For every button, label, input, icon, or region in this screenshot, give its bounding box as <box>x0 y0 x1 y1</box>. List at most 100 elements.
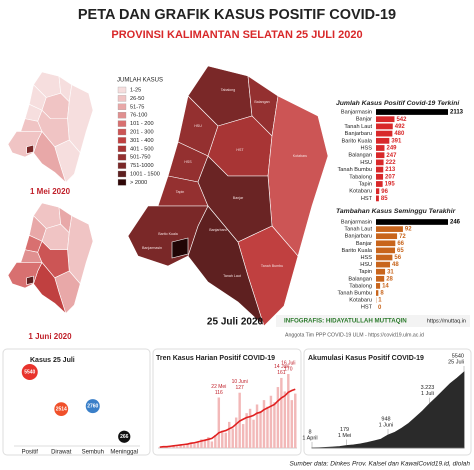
bar <box>283 391 287 448</box>
map-label: Barito Kuala <box>158 232 178 236</box>
bar <box>245 413 248 448</box>
value-label: 56 <box>394 255 401 261</box>
map-label: Tanah Bumbu <box>261 264 283 268</box>
bar-label: Kotabaru <box>349 189 372 195</box>
value-label: 249 <box>386 146 397 152</box>
value-label: 48 <box>392 262 399 268</box>
annotation-date: 25 Juli <box>448 359 464 365</box>
value-label: 1 <box>378 298 382 304</box>
bar-label: Banjar <box>356 241 372 247</box>
annotation-date: 10 Juni <box>232 379 248 385</box>
value-label: 2113 <box>450 110 464 116</box>
annotation-date: 22 Mei <box>211 384 226 390</box>
legend-swatch <box>117 112 127 119</box>
value-label: 0 <box>378 305 382 311</box>
bar <box>269 395 273 448</box>
credit-box <box>276 315 470 327</box>
bar <box>376 226 403 232</box>
bar <box>376 181 383 187</box>
bar <box>210 441 214 448</box>
bar <box>376 240 396 247</box>
bar-label: HST <box>361 196 373 202</box>
bar <box>280 377 283 448</box>
map-label: Tanah Laut <box>223 274 241 278</box>
bar <box>189 442 193 448</box>
legend-swatch <box>117 128 127 136</box>
credit: INFOGRAFIS: HIDAYATULLAH MUTTAQIN <box>284 318 407 325</box>
bar <box>196 441 200 448</box>
map-label: Balangan <box>254 100 269 104</box>
bar-label: Balangan <box>348 276 372 282</box>
annotation-date: 1 Juni <box>379 422 394 428</box>
bar <box>241 424 245 448</box>
bar <box>376 116 395 123</box>
legend-label: 101 - 200 <box>130 121 154 127</box>
bar-label: Tabalong <box>349 283 372 289</box>
chart-title: Tambahan Kasus Seminggu Terakhir <box>336 208 456 215</box>
map-label: HSU <box>194 124 202 128</box>
annotation-value: 5540 <box>452 353 464 359</box>
annotation-date: 1 April <box>302 435 317 441</box>
legend-swatch <box>117 162 127 169</box>
bar-label: Tanah Laut <box>344 227 372 233</box>
bar <box>376 290 379 296</box>
annotation-value: 8 <box>308 429 311 435</box>
bar-label: Tanah Bumbu <box>337 167 372 173</box>
bar <box>224 432 227 448</box>
legend-label: 401 - 500 <box>130 146 154 152</box>
map-label: Banjar <box>233 196 244 200</box>
value-label: 195 <box>385 182 396 188</box>
legend-label: > 2000 <box>130 180 147 186</box>
annotation-date: 16 Juli <box>281 360 295 366</box>
value-label: 213 <box>385 167 396 173</box>
annotation-value: 3.223 <box>421 385 435 391</box>
bar <box>376 130 393 137</box>
bar <box>214 434 217 448</box>
legend-swatch <box>117 86 127 94</box>
bar <box>255 404 259 448</box>
panel <box>152 348 302 456</box>
value-label: 246 <box>450 220 461 226</box>
bar <box>376 152 385 159</box>
bar-label: HST <box>361 305 373 311</box>
district <box>26 144 34 154</box>
bar <box>207 437 210 448</box>
map <box>7 202 94 315</box>
bar-label: HSS <box>360 255 372 261</box>
x-label: Sembuh <box>82 450 104 456</box>
bar-label: Tanah Bumbu <box>337 290 372 296</box>
legend-swatch <box>117 95 127 102</box>
bar-label: Tabalong <box>349 174 372 180</box>
legend-label: 51-75 <box>130 104 144 110</box>
bar <box>276 387 280 448</box>
panel <box>303 348 472 456</box>
map-label: Tabalong <box>221 88 236 92</box>
map-label: Banjarmasin <box>142 246 162 250</box>
legend-swatch <box>117 120 127 127</box>
value-label: 391 <box>391 138 402 144</box>
map-label: HSS <box>184 160 192 164</box>
bar <box>273 402 276 448</box>
value-label: 2760 <box>87 403 98 409</box>
map-label: Kotabaru <box>293 154 308 158</box>
value-label: 266 <box>120 434 129 440</box>
bar-label: HSS <box>360 145 372 151</box>
legend-label: 1001 - 1500 <box>130 171 160 177</box>
bar <box>175 446 179 448</box>
bar <box>217 397 221 448</box>
legend-swatch <box>117 103 127 110</box>
bar <box>182 445 186 448</box>
bar <box>376 137 390 144</box>
bar <box>376 247 396 254</box>
legend-swatch <box>117 154 127 161</box>
map-date: 1 Juni 2020 <box>28 332 72 341</box>
bar <box>203 440 207 448</box>
bar-label: Banjar <box>356 117 372 123</box>
value-label: 85 <box>381 196 388 202</box>
bar <box>294 393 297 448</box>
bar-label: Tanah Laut <box>344 124 372 130</box>
chart-title: Akumulasi Kasus Positif COVID-19 <box>308 355 424 362</box>
subtitle: PROVINSI KALIMANTAN SELATAN 25 JULI 2020 <box>111 29 362 41</box>
bar-label: HSU <box>360 262 372 268</box>
bar <box>376 195 379 202</box>
